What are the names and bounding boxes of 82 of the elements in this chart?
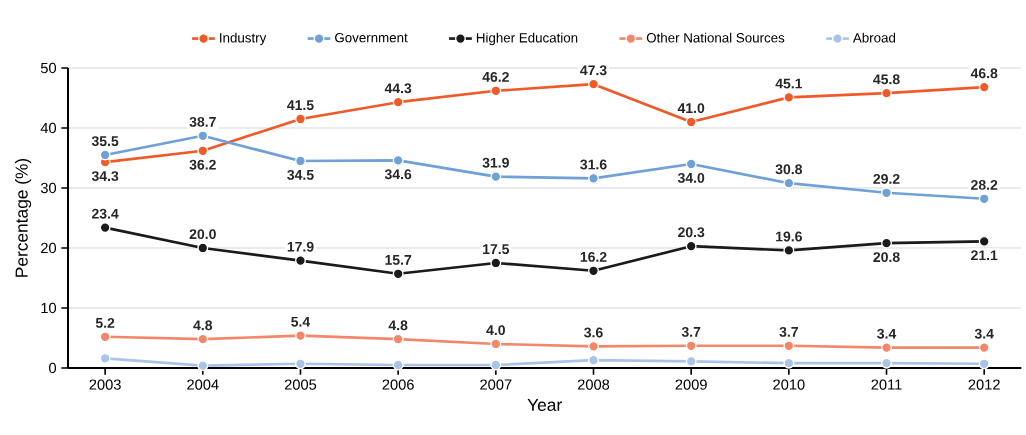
y-tick-label: 10: [41, 302, 57, 314]
data-label: 20.3: [678, 227, 705, 238]
point: [978, 235, 990, 247]
point: [783, 91, 795, 103]
data-label: 31.6: [580, 159, 607, 170]
data-label: 5.2: [95, 317, 115, 328]
data-label: 3.7: [779, 326, 798, 337]
point: [978, 358, 990, 370]
data-label: 28.2: [971, 179, 998, 190]
x-tick-label: 2007: [480, 379, 512, 390]
x-axis-title: Year: [527, 398, 562, 411]
x-tick-label: 2006: [382, 379, 414, 390]
data-label: 41.0: [677, 103, 705, 114]
x-tick-label: 2012: [968, 379, 1000, 390]
point: [295, 255, 306, 267]
x-tick-label: 2011: [871, 379, 902, 390]
data-label: 46.2: [482, 71, 509, 82]
x-tick-label: 2010: [773, 379, 805, 390]
x-tick-label: 2003: [89, 379, 121, 390]
y-tick-label: 30: [40, 182, 57, 194]
data-label: 45.1: [775, 78, 803, 89]
legend-label: Industry: [220, 32, 267, 46]
point: [295, 113, 306, 125]
legend-label: Other National Sources: [646, 32, 785, 43]
point: [392, 359, 404, 371]
data-label: 16.2: [580, 251, 607, 262]
data-label: 3.7: [681, 326, 701, 337]
data-label: 19.6: [776, 231, 802, 242]
data-label: 4.8: [193, 320, 213, 331]
y-tick-label: 50: [40, 62, 57, 74]
y-tick-label: 20: [41, 242, 57, 254]
point: [588, 340, 599, 352]
point: [588, 172, 599, 184]
data-label: 29.2: [873, 173, 900, 184]
y-axis-title: Percentage (%): [15, 158, 32, 277]
point: [685, 355, 697, 367]
data-label: 15.7: [385, 255, 412, 265]
data-label: 20.8: [873, 252, 900, 263]
data-label: 4.8: [388, 320, 408, 331]
data-label: 17.5: [483, 244, 510, 255]
data-label: 30.8: [775, 164, 803, 175]
data-label: 36.2: [189, 159, 216, 170]
point: [490, 338, 502, 350]
point: [490, 257, 502, 269]
data-label: 46.8: [970, 68, 998, 79]
data-label: 34.5: [287, 169, 314, 180]
legend-label: Government: [335, 32, 408, 43]
data-label: 45.8: [873, 74, 900, 85]
data-label: 31.9: [482, 157, 509, 168]
point: [197, 360, 209, 372]
data-label: 3.6: [584, 327, 603, 338]
point: [490, 359, 502, 371]
data-label: 34.3: [91, 171, 119, 182]
point: [392, 154, 404, 166]
x-tick-label: 2009: [675, 379, 707, 390]
legend-label: Higher Education: [476, 32, 578, 46]
point: [295, 358, 306, 370]
data-label: 20.0: [189, 229, 216, 240]
data-label: 3.4: [877, 328, 897, 339]
point: [685, 158, 697, 170]
legend-label: Abroad: [852, 32, 896, 43]
data-label: 44.3: [384, 83, 412, 94]
data-label: 4.0: [486, 325, 505, 336]
data-label: 38.7: [189, 116, 216, 127]
data-label: 23.4: [91, 208, 119, 219]
data-label: 35.5: [91, 136, 119, 147]
data-label: 21.1: [971, 250, 998, 261]
data-label: 34.6: [384, 169, 412, 180]
data-label: 34.0: [677, 172, 705, 183]
point: [783, 244, 795, 256]
x-tick-label: 2008: [577, 379, 610, 390]
data-label: 47.3: [580, 65, 607, 76]
data-label: 17.9: [287, 241, 314, 252]
x-tick-label: 2004: [187, 379, 219, 390]
data-label: 3.4: [974, 328, 994, 339]
y-tick-label: 0: [49, 362, 57, 374]
x-tick-label: 2005: [284, 379, 317, 390]
data-label: 5.4: [291, 316, 311, 327]
data-label: 41.5: [287, 100, 314, 111]
y-tick-label: 40: [40, 122, 57, 134]
point: [197, 242, 209, 254]
point: [685, 116, 697, 128]
